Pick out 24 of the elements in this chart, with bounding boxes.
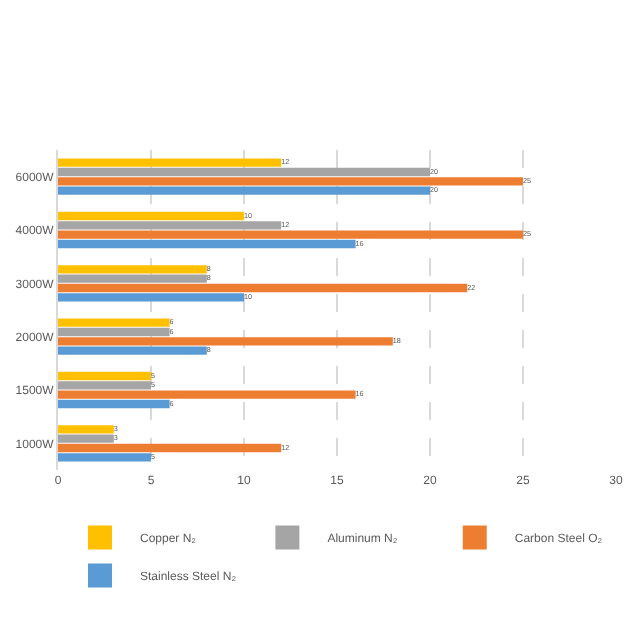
bar (58, 293, 244, 302)
bar (58, 453, 151, 462)
bar (58, 167, 430, 177)
bar (58, 434, 114, 443)
bar (58, 177, 523, 186)
bar (58, 318, 170, 327)
bar (58, 346, 207, 355)
bar (58, 274, 207, 283)
bar (58, 337, 393, 346)
bar (58, 221, 282, 230)
bar (58, 186, 430, 195)
bar (58, 230, 523, 239)
bar (58, 158, 282, 167)
bar (58, 283, 468, 293)
bar (58, 425, 114, 434)
bar (58, 381, 151, 390)
bar (58, 399, 170, 409)
bar (58, 443, 282, 453)
bar (58, 371, 151, 381)
bar (58, 211, 244, 221)
bar (58, 327, 170, 337)
bar (58, 265, 207, 274)
bar (58, 390, 356, 399)
bar (58, 239, 356, 249)
